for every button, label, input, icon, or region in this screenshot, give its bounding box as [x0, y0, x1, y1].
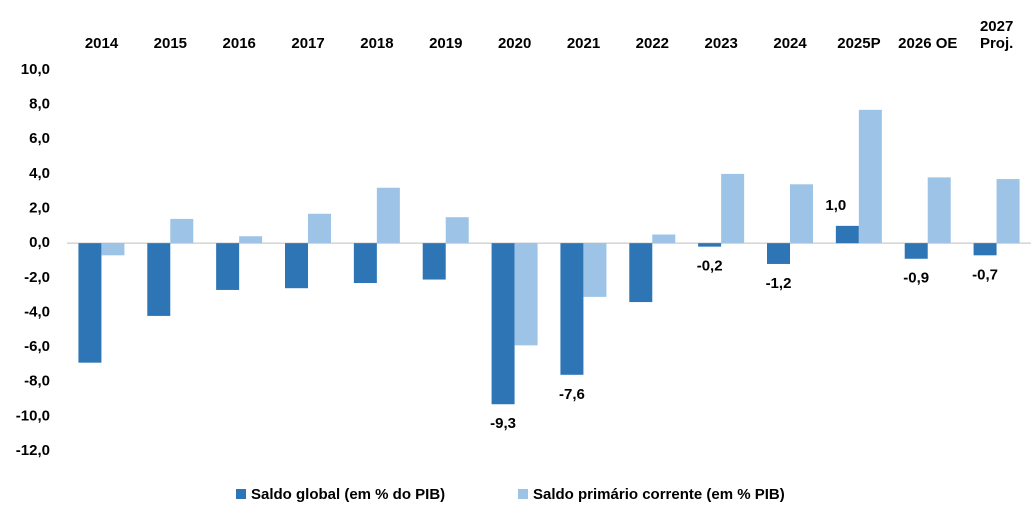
bar: [858, 109, 882, 244]
bar: [147, 243, 171, 316]
y-tick-label: -4,0: [24, 303, 50, 320]
y-tick-label: -10,0: [16, 407, 50, 424]
bar: [514, 243, 538, 346]
bar: [560, 243, 584, 375]
data-label: -0,9: [903, 270, 929, 287]
x-tick-label: 2026 OE: [898, 35, 958, 52]
legend-label: Saldo global (em % do PIB): [251, 486, 445, 503]
y-tick-label: 10,0: [21, 61, 50, 78]
x-tick-label: 2014: [84, 35, 119, 52]
data-label: 1,0: [825, 197, 846, 214]
x-tick-label: 2021: [566, 35, 601, 52]
bar: [835, 225, 859, 244]
x-tick-label: 2020: [497, 35, 532, 52]
bar: [216, 243, 240, 290]
bar: [239, 236, 263, 244]
bar: [308, 213, 331, 244]
y-tick-label: -12,0: [16, 442, 50, 459]
bar: [721, 173, 745, 244]
x-tick-label: 2017: [291, 35, 325, 52]
y-tick-label: -2,0: [24, 269, 50, 286]
x-tick-label: 2015: [153, 35, 188, 52]
bar: [101, 243, 125, 256]
bar: [491, 243, 515, 405]
x-tick-label: 2022: [635, 35, 670, 52]
bar: [422, 243, 446, 280]
bar: [376, 187, 400, 244]
x-tick-label: 2018: [360, 35, 394, 52]
legend-swatch: [518, 489, 528, 499]
bar: [285, 243, 308, 289]
bar: [767, 243, 790, 264]
bar: [996, 179, 1020, 244]
bar: [353, 243, 377, 284]
y-tick-label: 6,0: [29, 130, 50, 147]
bar: [904, 243, 928, 259]
legend-label: Saldo primário corrente (em % PIB): [533, 486, 785, 503]
x-tick-label: 2027 Proj.: [979, 18, 1014, 52]
y-tick-label: 4,0: [29, 165, 50, 182]
bar: [583, 243, 607, 297]
bar: [698, 243, 722, 247]
data-label: -1,2: [766, 275, 792, 292]
bar: [927, 177, 951, 244]
y-tick-label: 8,0: [29, 96, 50, 113]
data-label: -0,7: [972, 266, 998, 283]
bar: [652, 234, 676, 244]
bar: [78, 243, 102, 363]
bar: [170, 218, 194, 244]
x-tick-label: 2024: [773, 35, 807, 52]
data-label: -7,6: [559, 386, 585, 403]
data-label: -0,2: [697, 258, 723, 275]
y-tick-label: -8,0: [24, 373, 50, 390]
legend-swatch: [236, 489, 246, 499]
x-tick-label: 2019: [429, 35, 463, 52]
x-tick-label: 2023: [704, 35, 738, 52]
x-tick-label: 2025P: [837, 35, 881, 52]
bar: [973, 243, 997, 256]
y-tick-label: 2,0: [29, 200, 50, 217]
x-tick-label: 2016: [222, 35, 256, 52]
bar: [790, 184, 813, 244]
data-label: -9,3: [490, 415, 516, 432]
y-tick-label: -6,0: [24, 338, 50, 355]
bar: [629, 243, 653, 303]
y-tick-label: 0,0: [29, 234, 50, 251]
bar: [445, 217, 469, 244]
